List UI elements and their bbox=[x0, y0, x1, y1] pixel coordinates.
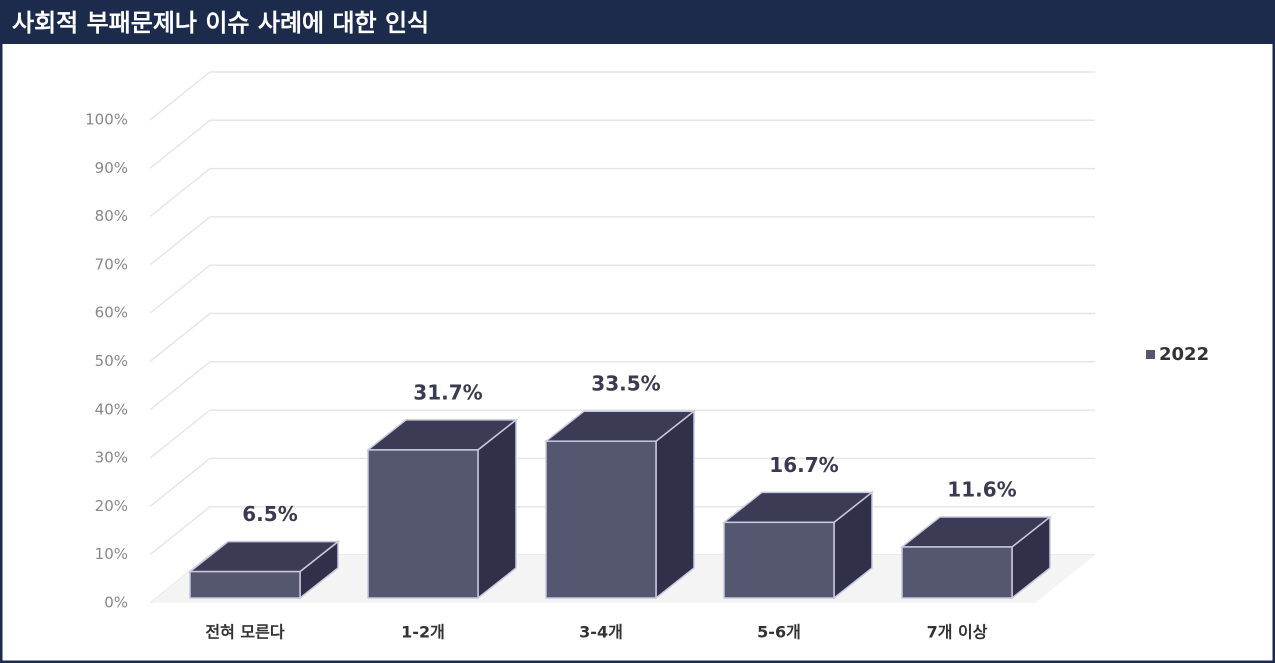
bar-side bbox=[477, 418, 517, 600]
bar bbox=[545, 440, 657, 599]
data-label: 16.7% bbox=[769, 453, 838, 477]
data-label: 11.6% bbox=[947, 477, 1016, 501]
y-tick-label: 0% bbox=[104, 594, 128, 612]
y-tick-label: 40% bbox=[95, 400, 128, 418]
data-label: 33.5% bbox=[591, 372, 660, 396]
y-tick-label: 30% bbox=[95, 449, 128, 467]
bar bbox=[723, 521, 835, 599]
x-tick-label: 1-2개 bbox=[401, 623, 445, 642]
grid-line bbox=[149, 119, 1095, 169]
chart-title: 사회적 부패문제나 이슈 사례에 대한 인식 bbox=[12, 9, 429, 37]
y-tick-label: 70% bbox=[95, 255, 128, 273]
legend-swatch bbox=[1146, 350, 1155, 359]
y-tick-label: 20% bbox=[95, 497, 128, 515]
grid-line bbox=[149, 71, 1095, 121]
title-bar bbox=[0, 0, 1275, 44]
bar-side bbox=[655, 409, 695, 600]
y-tick-label: 50% bbox=[95, 352, 128, 370]
bar bbox=[189, 570, 301, 599]
y-tick-label: 80% bbox=[95, 207, 128, 225]
x-tick-label: 5-6개 bbox=[757, 623, 801, 642]
grid-line bbox=[149, 457, 1095, 507]
x-tick-label: 전혀 모른다 bbox=[205, 623, 284, 642]
x-tick-label: 7개 이상 bbox=[927, 623, 988, 642]
grid-line bbox=[149, 361, 1095, 411]
grid-line bbox=[149, 409, 1095, 459]
grid-line bbox=[149, 264, 1095, 314]
bar bbox=[367, 449, 479, 599]
y-tick-label: 60% bbox=[95, 304, 128, 322]
bar bbox=[901, 546, 1013, 599]
data-label: 6.5% bbox=[242, 502, 297, 526]
data-label: 31.7% bbox=[413, 380, 482, 404]
grid-line bbox=[149, 216, 1095, 266]
y-tick-label: 10% bbox=[95, 545, 128, 563]
grid-line bbox=[149, 312, 1095, 363]
y-tick-label: 90% bbox=[95, 159, 128, 177]
y-tick-label: 100% bbox=[85, 111, 128, 129]
grid-line bbox=[149, 167, 1095, 218]
x-tick-label: 3-4개 bbox=[579, 623, 623, 642]
legend-label: 2022 bbox=[1159, 344, 1209, 365]
